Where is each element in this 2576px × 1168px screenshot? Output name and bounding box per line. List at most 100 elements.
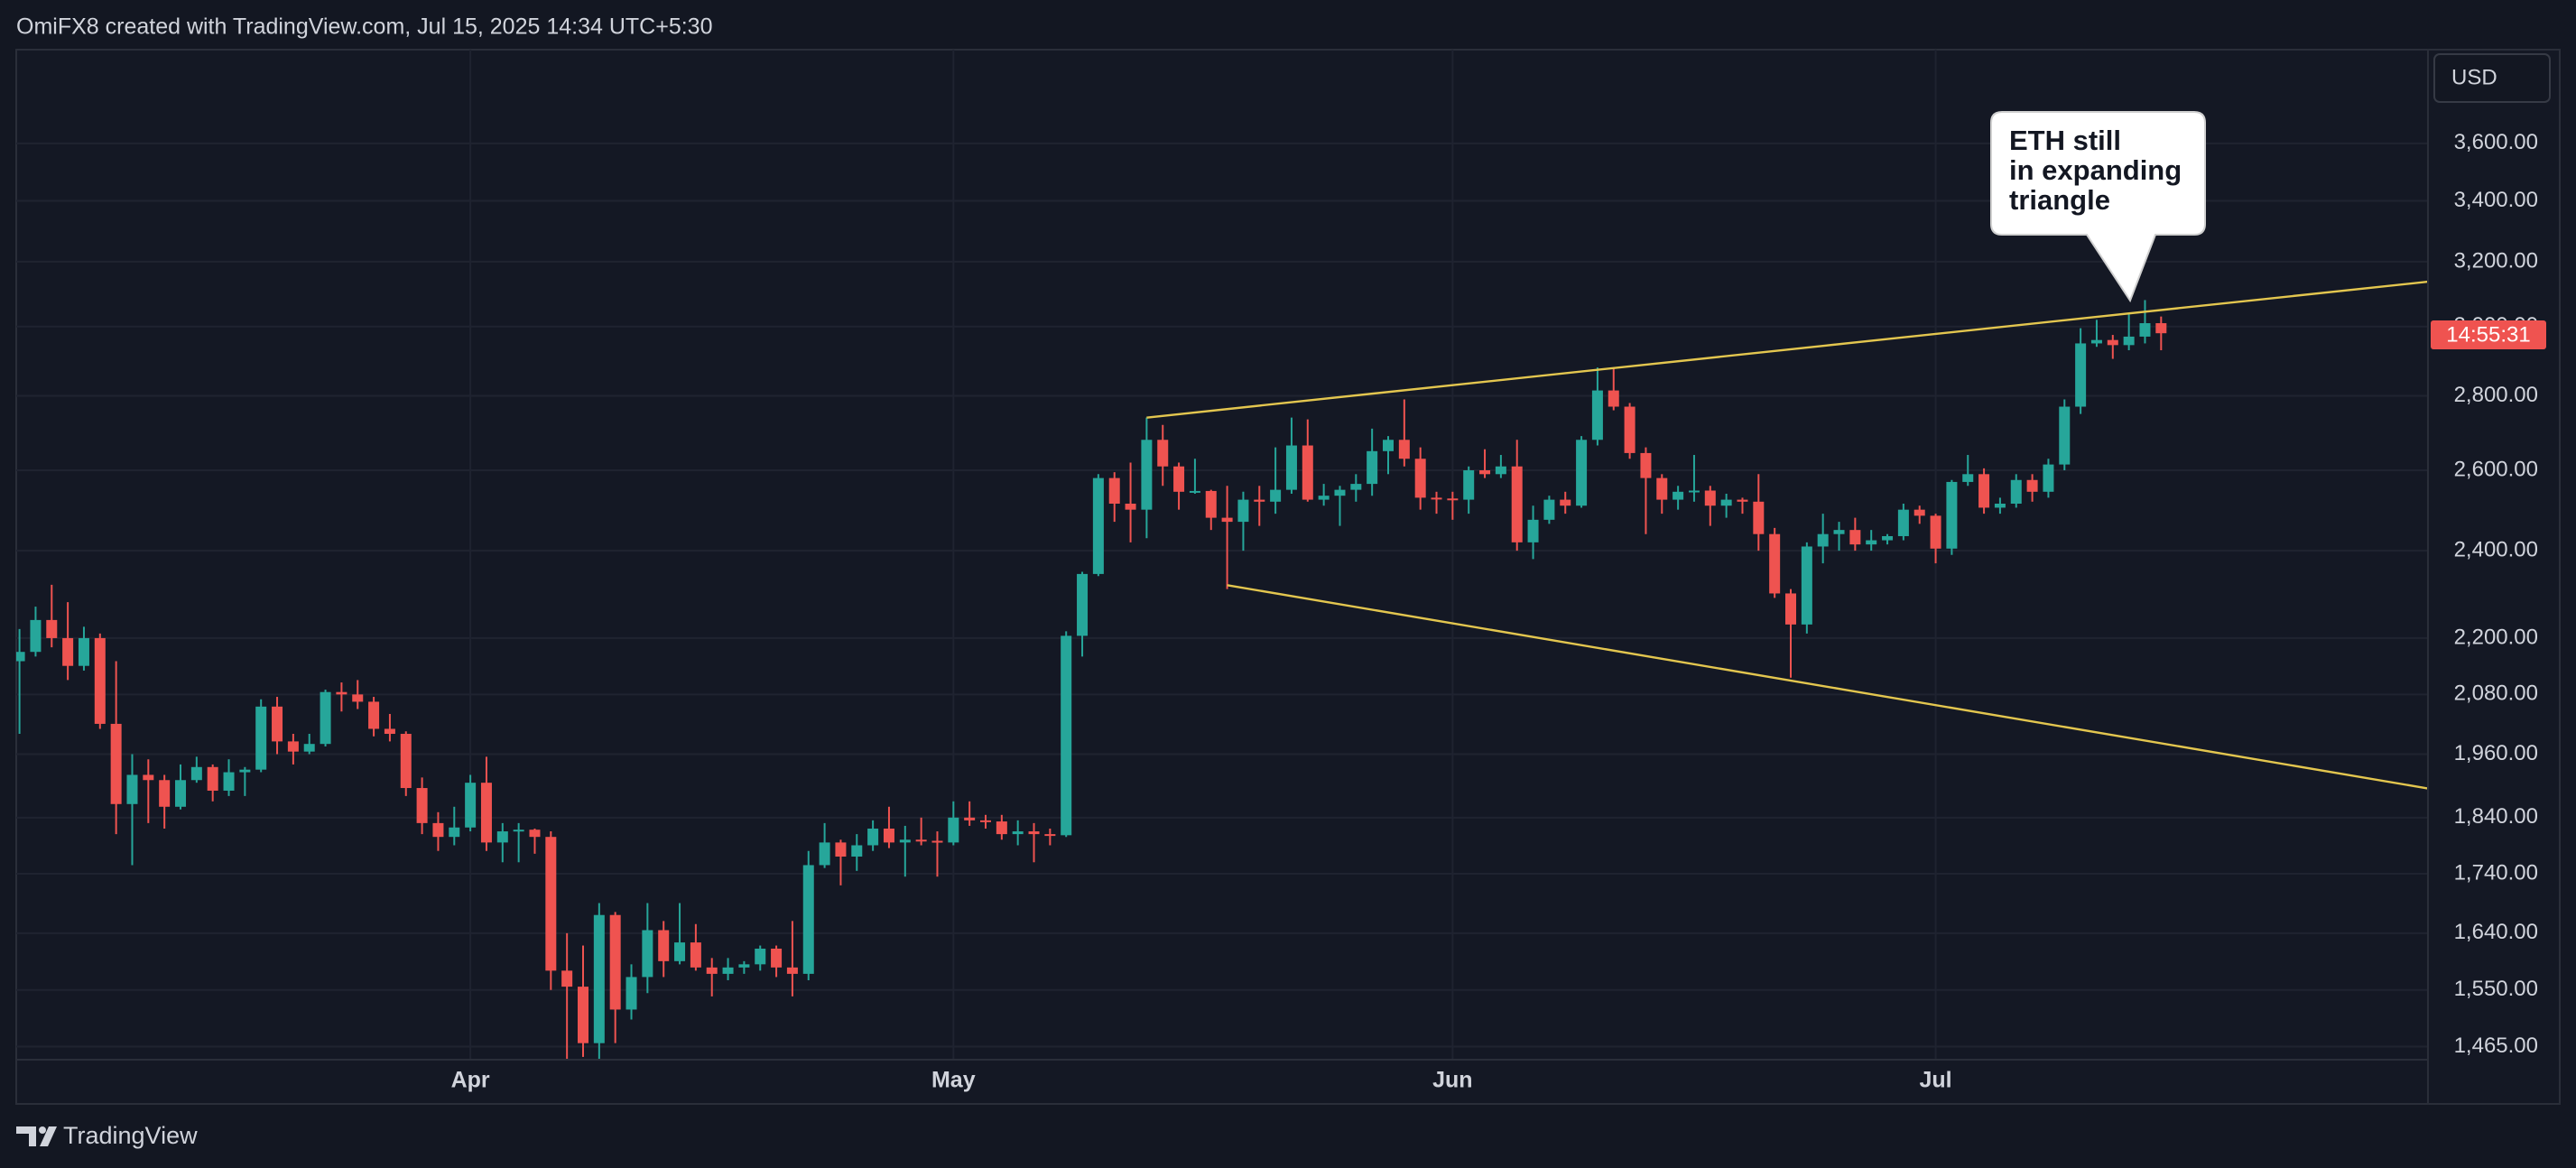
candle-body [867, 828, 879, 846]
candle-body [400, 734, 412, 789]
candle-body [1270, 489, 1282, 502]
candle-body [78, 637, 89, 666]
candle-body [207, 766, 218, 791]
candle-body [1753, 501, 1765, 534]
candle-body [1479, 470, 1491, 475]
candle-body [819, 842, 830, 866]
callout-line: ETH still [2009, 125, 2121, 156]
candle-body [1656, 477, 1668, 500]
y-tick-label: 1,960.00 [2454, 741, 2538, 765]
candle-body [1640, 452, 1652, 478]
candle-body [2043, 464, 2054, 492]
candle-body [2059, 406, 2071, 465]
candle-body [545, 837, 557, 971]
candle-body [593, 914, 605, 1043]
candle-body [303, 744, 315, 752]
x-tick-label: May [931, 1068, 976, 1093]
callout-bubble [1990, 111, 2206, 303]
candle-body [1028, 831, 1040, 835]
y-tick-label: 3,600.00 [2454, 130, 2538, 154]
candle-body [674, 942, 686, 961]
y-tick-label: 2,800.00 [2454, 383, 2538, 407]
axes: 1,465.00 1,550.00 1,640.00 1,740.00 1,840.00… [451, 130, 2538, 1092]
logo-mark [40, 1126, 57, 1146]
candle-body [1673, 491, 1684, 500]
candle-body [94, 637, 106, 724]
candle-body [835, 842, 847, 857]
candle-body [690, 942, 701, 968]
candle-body [1173, 466, 1185, 492]
candle-body [368, 701, 380, 729]
currency-label[interactable]: USD [2451, 65, 2497, 89]
candle-body [223, 772, 235, 791]
candle-body [1383, 440, 1394, 451]
footer-logo: TradingView [16, 1122, 198, 1149]
candle-body [529, 830, 541, 838]
candle-body [1897, 509, 1909, 536]
candle-body [1737, 499, 1748, 502]
candle-body [1978, 474, 1990, 508]
currency-button[interactable] [2433, 53, 2551, 103]
y-tick-label: 1,840.00 [2454, 804, 2538, 829]
x-tick-label: Apr [451, 1068, 490, 1093]
candle-body [1092, 477, 1104, 574]
candle-body [948, 817, 959, 843]
callout-line: triangle [2009, 184, 2110, 216]
candle-body [449, 827, 460, 838]
candle-body [1704, 490, 1716, 506]
candle-body [1817, 533, 1829, 547]
candle-body [642, 930, 653, 978]
candle-body [190, 766, 202, 781]
candle-body [1463, 470, 1475, 500]
candle-body [1044, 834, 1056, 837]
candle-body [1801, 546, 1812, 625]
candle-body [496, 831, 508, 843]
y-tick-label: 3,200.00 [2454, 248, 2538, 273]
x-tick-label: Jul [1919, 1068, 1951, 1093]
candle-body [964, 817, 976, 820]
candle-body [1913, 509, 1925, 516]
candle-body [2075, 343, 2087, 407]
callout-line: in expanding [2009, 154, 2182, 186]
candle-body [1334, 489, 1346, 496]
countdown: 14:55:31 [2446, 322, 2530, 347]
candle-body [1108, 477, 1120, 505]
candle-body [465, 783, 477, 828]
candle-body [915, 839, 927, 842]
candle-body [1012, 831, 1024, 835]
candle-body [416, 788, 428, 823]
candle-body [239, 769, 251, 773]
y-tick-label: 3,400.00 [2454, 188, 2538, 212]
x-tick-label: Jun [1432, 1068, 1472, 1093]
logo-mark [16, 1126, 36, 1146]
candle-body [175, 780, 186, 807]
annotation: ETH still in expanding triangle [1990, 111, 2206, 303]
candle-body [272, 706, 283, 742]
candle-body [255, 706, 267, 770]
candle-body [1785, 593, 1796, 625]
candle-body [1576, 440, 1588, 506]
candle-body [336, 691, 347, 695]
candle-body [1543, 499, 1555, 520]
candle-body [706, 967, 718, 974]
candle-body [1318, 496, 1330, 500]
candle-body [2010, 479, 2022, 505]
candle-body [625, 977, 637, 1010]
grid [16, 50, 2428, 1060]
candle-body [1769, 533, 1781, 594]
header: OmiFX8 created with TradingView.com, Jul… [16, 14, 712, 40]
candle-body [1189, 490, 1200, 493]
y-tick-label: 2,080.00 [2454, 681, 2538, 706]
footer-brand: TradingView [63, 1122, 198, 1149]
logo-mark [39, 1126, 46, 1134]
candle-body [561, 970, 573, 987]
candle-body [2123, 336, 2135, 346]
candle-body [658, 930, 670, 961]
candle-body [1833, 530, 1845, 534]
candle-body [513, 830, 524, 832]
countdown-box [2431, 320, 2546, 349]
candle-body [1849, 530, 1861, 545]
candle-body [738, 964, 750, 968]
candle-body [1350, 484, 1362, 490]
